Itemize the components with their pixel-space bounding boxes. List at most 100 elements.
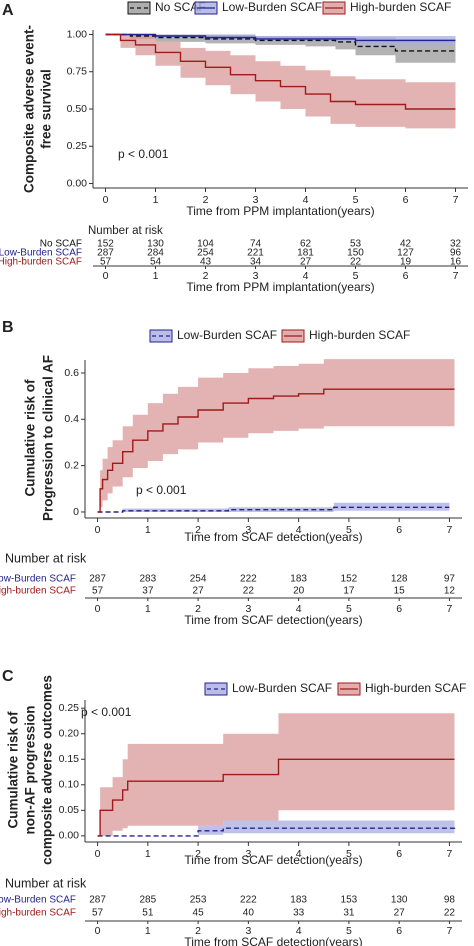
risk-count: 54 bbox=[150, 257, 162, 268]
risk-x-tick-label: 6 bbox=[396, 603, 402, 615]
risk-count: 27 bbox=[193, 586, 205, 597]
annotation: p < 0.001 bbox=[118, 147, 169, 161]
risk-count: 153 bbox=[341, 895, 358, 906]
risk-count: 57 bbox=[92, 586, 104, 597]
panel-letter: A bbox=[2, 2, 14, 19]
risk-x-tick-label: 3 bbox=[253, 270, 259, 282]
panel-letter: C bbox=[2, 668, 14, 685]
risk-count: 20 bbox=[293, 586, 305, 597]
risk-x-tick-label: 4 bbox=[296, 603, 302, 615]
risk-count: 37 bbox=[142, 586, 154, 597]
risk-count: 57 bbox=[100, 257, 112, 268]
risk-x-tick-label: 0 bbox=[95, 925, 101, 937]
risk-count: 22 bbox=[350, 257, 362, 268]
risk-count: 254 bbox=[190, 574, 207, 585]
risk-count: 45 bbox=[193, 908, 205, 919]
y-tick-label: 0.4 bbox=[64, 413, 79, 425]
risk-count: 287 bbox=[89, 895, 106, 906]
y-axis-label: Progression to clinical AF bbox=[41, 355, 56, 521]
risk-count: 222 bbox=[240, 574, 257, 585]
risk-x-tick-label: 3 bbox=[245, 925, 251, 937]
survival-line bbox=[97, 506, 450, 513]
risk-count: 181 bbox=[297, 248, 314, 259]
legend-label: Low-Burden SCAF bbox=[222, 0, 322, 14]
risk-count: 150 bbox=[347, 248, 364, 259]
y-tick-label: 0.00 bbox=[59, 830, 80, 842]
survival-line bbox=[105, 33, 456, 52]
x-tick-label: 7 bbox=[453, 194, 459, 206]
risk-x-tick-label: 7 bbox=[447, 925, 453, 937]
risk-x-tick-label: 5 bbox=[346, 925, 352, 937]
y-axis-label: Cumulative risk of bbox=[6, 711, 21, 829]
x-tick-label: 4 bbox=[303, 194, 309, 206]
risk-x-tick-label: 3 bbox=[245, 603, 251, 615]
x-tick-label: 1 bbox=[145, 524, 151, 536]
y-axis-label: free survival bbox=[39, 69, 54, 149]
survival-line bbox=[105, 33, 456, 110]
y-tick-label: 0.50 bbox=[67, 103, 88, 115]
y-tick-label: 0.75 bbox=[67, 66, 88, 78]
risk-count: 62 bbox=[300, 239, 312, 250]
y-axis-label: Cumulative risk of bbox=[23, 379, 38, 497]
risk-count: 33 bbox=[293, 908, 305, 919]
x-tick-label: 6 bbox=[396, 524, 402, 536]
x-tick-label: 7 bbox=[447, 524, 453, 536]
x-tick-label: 5 bbox=[346, 848, 352, 860]
risk-count: 53 bbox=[350, 239, 362, 250]
risk-count: 127 bbox=[397, 248, 414, 259]
y-tick-label: 0.15 bbox=[59, 753, 80, 765]
legend-label: High-burden SCAF bbox=[365, 681, 466, 695]
x-tick-label: 3 bbox=[245, 848, 251, 860]
risk-count: 285 bbox=[139, 895, 156, 906]
x-tick-label: 2 bbox=[203, 194, 209, 206]
y-tick-label: 1.00 bbox=[67, 28, 88, 40]
risk-x-tick-label: 1 bbox=[153, 270, 159, 282]
risk-count: 254 bbox=[197, 248, 214, 259]
risk-x-tick-label: 1 bbox=[145, 925, 151, 937]
risk-count: 221 bbox=[247, 248, 264, 259]
risk-row-label: High-burden SCAF bbox=[0, 586, 76, 597]
x-tick-label: 6 bbox=[396, 848, 402, 860]
risk-x-tick-label: 6 bbox=[403, 270, 409, 282]
y-tick-label: 0.6 bbox=[64, 367, 79, 379]
x-tick-label: 7 bbox=[447, 848, 453, 860]
y-tick-label: 0.25 bbox=[67, 140, 88, 152]
risk-count: 96 bbox=[450, 248, 462, 259]
x-tick-label: 6 bbox=[403, 194, 409, 206]
risk-row-label: Low-Burden SCAF bbox=[0, 248, 82, 259]
annotation: p < 0.001 bbox=[136, 483, 187, 497]
risk-count: 40 bbox=[243, 908, 255, 919]
risk-count: 97 bbox=[444, 574, 456, 585]
risk-x-tick-label: 7 bbox=[453, 270, 459, 282]
risk-count: 98 bbox=[444, 895, 456, 906]
legend-label: Low-Burden SCAF bbox=[232, 681, 332, 695]
risk-table-title: Number at risk bbox=[88, 225, 163, 237]
risk-count: 42 bbox=[400, 239, 412, 250]
x-tick-label: 2 bbox=[195, 524, 201, 536]
risk-count: 12 bbox=[444, 586, 456, 597]
risk-count: 287 bbox=[97, 248, 114, 259]
risk-table-title: Number at risk bbox=[5, 876, 87, 890]
survival-line bbox=[105, 33, 456, 42]
x-tick-label: 0 bbox=[95, 848, 101, 860]
x-tick-label: 5 bbox=[346, 524, 352, 536]
survival-line bbox=[97, 388, 455, 513]
x-axis-label: Time from PPM implantation(years) bbox=[186, 204, 374, 218]
x-tick-label: 4 bbox=[296, 848, 302, 860]
risk-x-tick-label: 7 bbox=[447, 603, 453, 615]
legend-label: High-burden SCAF bbox=[309, 328, 410, 342]
risk-x-tick-label: 2 bbox=[195, 603, 201, 615]
risk-count: 57 bbox=[92, 908, 104, 919]
risk-x-tick-label: 0 bbox=[103, 270, 109, 282]
risk-count: 283 bbox=[139, 574, 156, 585]
risk-x-tick-label: 6 bbox=[396, 925, 402, 937]
risk-count: 74 bbox=[250, 239, 262, 250]
x-tick-label: 4 bbox=[296, 524, 302, 536]
y-tick-label: 0.05 bbox=[59, 804, 80, 816]
risk-x-axis-label: Time from SCAF detection(years) bbox=[184, 613, 362, 627]
risk-x-tick-label: 5 bbox=[353, 270, 359, 282]
risk-x-axis-label: Time from PPM implantation(years) bbox=[186, 280, 374, 294]
annotation: p < 0.001 bbox=[81, 705, 132, 719]
risk-count: 128 bbox=[391, 574, 408, 585]
risk-count: 183 bbox=[290, 895, 307, 906]
